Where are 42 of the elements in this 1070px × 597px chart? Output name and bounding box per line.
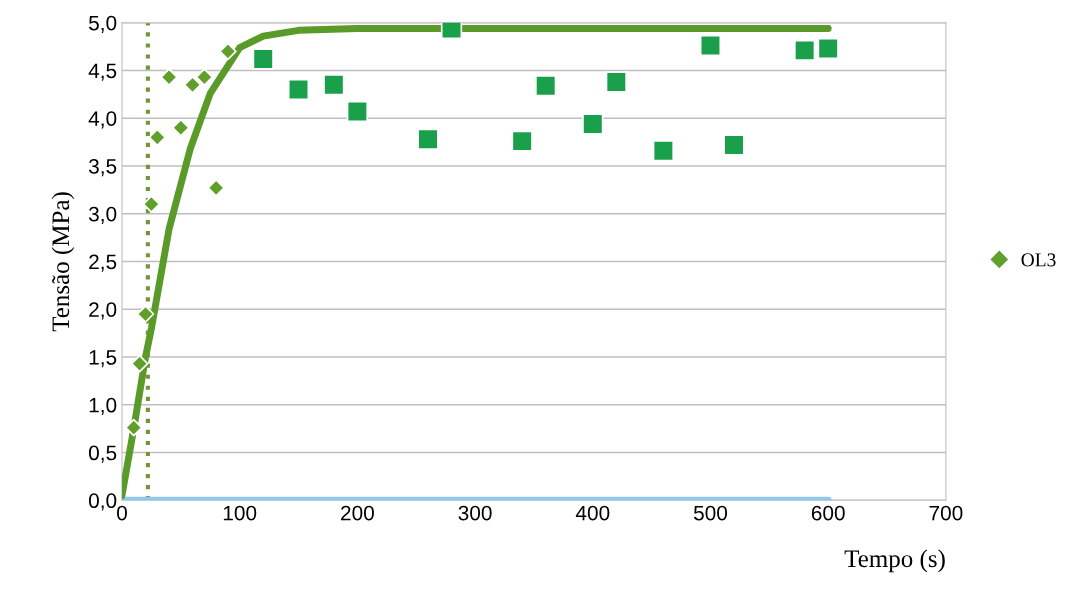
- point: [793, 39, 816, 62]
- y-tick-label: 2,5: [89, 254, 117, 272]
- point: [652, 140, 675, 162]
- point: [511, 130, 533, 152]
- y-tick-label: 2,0: [89, 302, 117, 320]
- x-tick-label: 100: [223, 505, 257, 521]
- y-tick-label: 3,0: [88, 206, 117, 224]
- point: [417, 128, 439, 150]
- x-axis-title: Tempo (s): [844, 549, 945, 573]
- point: [252, 48, 274, 70]
- point: [535, 75, 557, 97]
- x-tick-label: 700: [929, 505, 963, 521]
- point: [323, 74, 345, 96]
- point: [142, 195, 161, 213]
- y-tick-label: 3,5: [88, 158, 117, 177]
- x-tick-label: 500: [693, 505, 728, 521]
- x-tick-label: 300: [458, 505, 492, 521]
- x-tick-label: 200: [341, 505, 374, 521]
- y-tick-label: 5,0: [88, 15, 117, 33]
- point: [160, 68, 178, 86]
- y-tick-label: 0,0: [88, 493, 117, 511]
- y-tick-label: 4,0: [88, 111, 117, 129]
- point: [723, 134, 745, 156]
- point: [130, 354, 149, 373]
- point: [136, 305, 155, 323]
- y-tick-label: 1,0: [89, 397, 117, 415]
- x-tick-label: 400: [575, 505, 610, 521]
- point: [582, 113, 604, 135]
- legend-label: OL3: [1021, 253, 1056, 267]
- y-tick-label: 0,5: [88, 445, 117, 463]
- point: [699, 34, 722, 57]
- y-tick-label: 1,5: [89, 350, 117, 368]
- x-tick-label: 600: [811, 505, 845, 521]
- point: [605, 71, 627, 93]
- point: [346, 100, 369, 123]
- y-tick-label: 4,5: [88, 63, 117, 81]
- x-tick-label: 0: [117, 505, 127, 521]
- y-axis-title: Tensão (MPa): [51, 192, 75, 332]
- point: [287, 78, 310, 101]
- point: [207, 179, 225, 197]
- point: [219, 42, 237, 61]
- point: [817, 37, 839, 60]
